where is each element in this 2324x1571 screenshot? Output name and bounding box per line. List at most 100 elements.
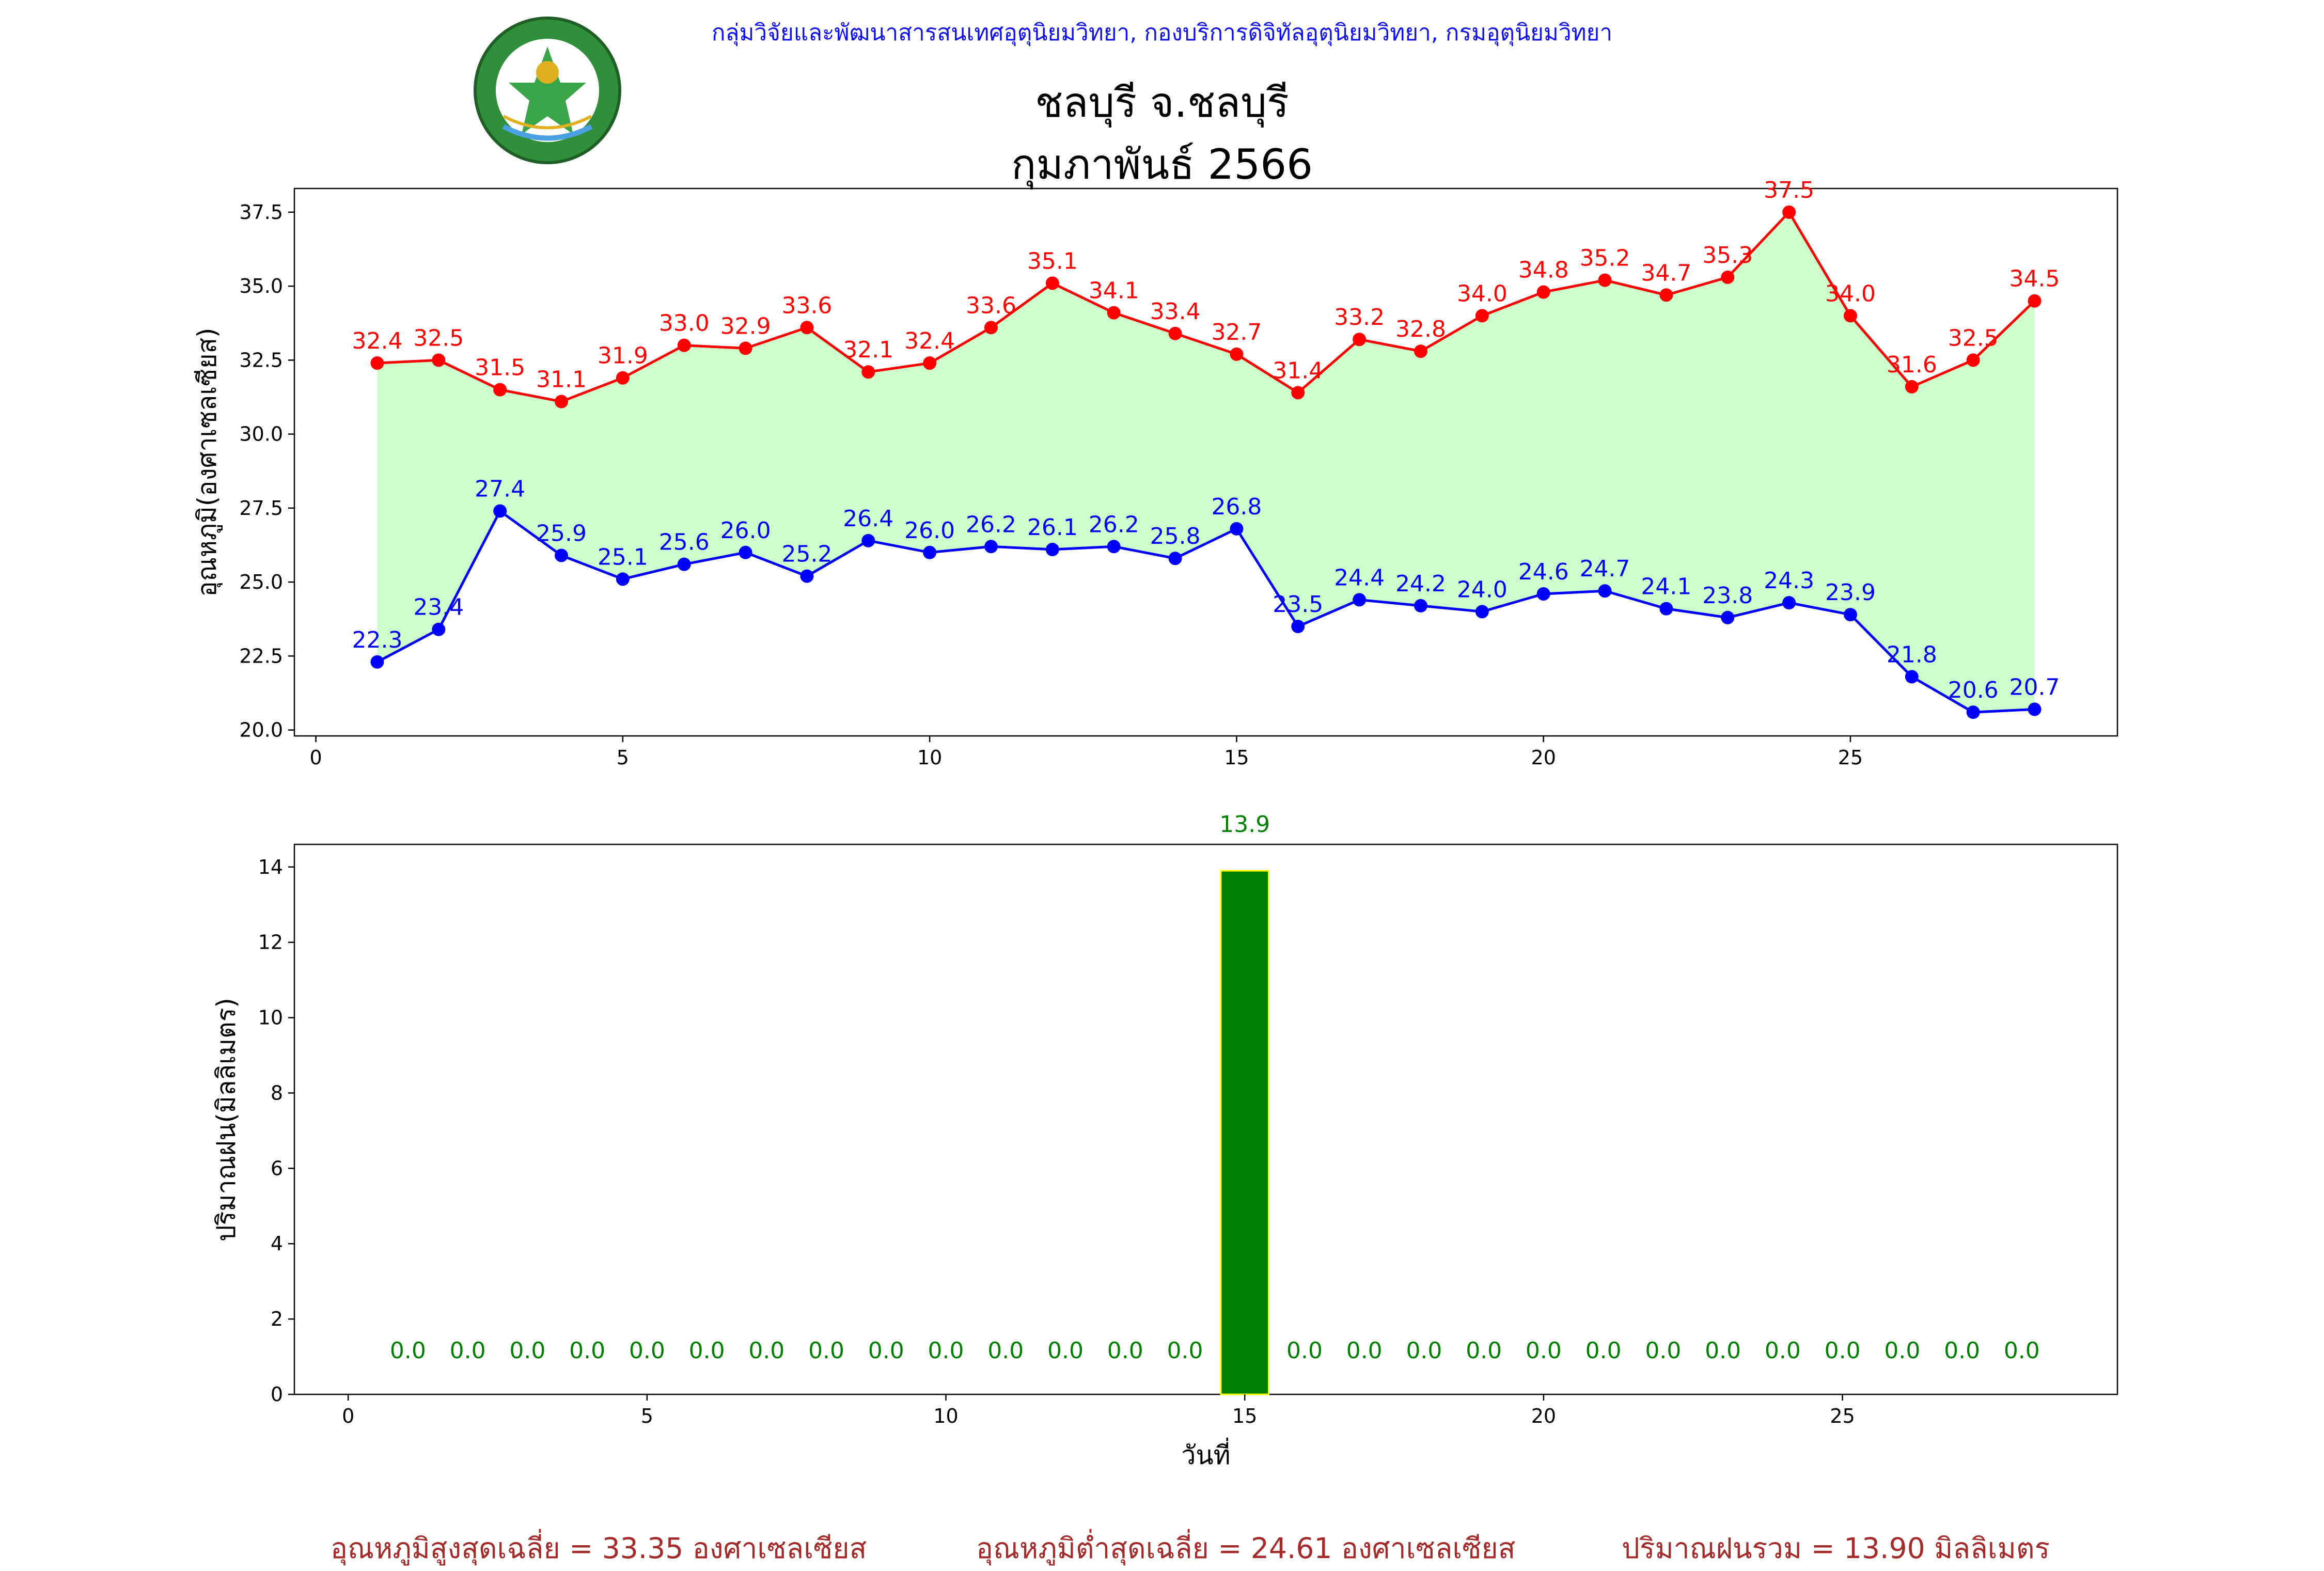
max-temp-data-label: 31.5 (475, 355, 525, 381)
min-temp-data-label: 25.6 (659, 529, 710, 556)
min-temp-data-label: 26.0 (904, 517, 955, 544)
x-tick-label: 0 (310, 746, 322, 769)
max-temp-point (1843, 309, 1857, 323)
min-temp-point (432, 622, 446, 636)
min-temp-line (376, 509, 2035, 714)
max-temp-data-label: 34.8 (1518, 257, 1569, 284)
max-temp-point (1782, 205, 1796, 219)
rainfall-data-label: 0.0 (450, 1338, 486, 1364)
rainfall-data-label: 0.0 (390, 1338, 426, 1364)
y-tick-label: 22.5 (239, 645, 283, 667)
min-temp-data-label: 26.2 (966, 511, 1016, 538)
max-temp-data-label: 33.4 (1150, 299, 1201, 325)
max-temp-point (493, 383, 507, 397)
rainfall-data-label: 0.0 (1765, 1338, 1801, 1364)
min-temp-data-label: 22.3 (352, 627, 402, 653)
rainfall-x-axis-label: วันที่ (1181, 1438, 1230, 1470)
min-temp-point (984, 540, 998, 554)
max-temp-data-label: 33.6 (781, 292, 832, 319)
max-temp-point (1475, 309, 1489, 323)
min-temp-data-label: 24.3 (1764, 568, 1814, 594)
rainfall-bar (1220, 870, 1270, 1395)
min-temp-point (1230, 522, 1244, 536)
temperature-plot-frame (293, 187, 2118, 737)
min-temp-data-label: 25.9 (536, 520, 587, 546)
min-temp-point (370, 655, 384, 669)
max-temp-point (1966, 353, 1980, 367)
min-temp-data-label: 26.2 (1089, 511, 1139, 538)
max-temp-point (370, 356, 384, 370)
max-temp-point (1045, 276, 1059, 290)
max-temp-data-label: 35.3 (1702, 242, 1753, 269)
rainfall-chart: 0.0 0.0 0.0 0.0 0.0 0.0 0.0 0.0 0.0 0.0 0.0 0.0 0.0 0… (211, 811, 2118, 1470)
max-temp-data-label: 32.5 (1948, 325, 1999, 351)
rainfall-y-axis-label: ปริมาณฝน(มิลลิเมตร) (211, 998, 241, 1242)
max-temp-point (2028, 294, 2042, 308)
min-temp-point (616, 572, 630, 586)
max-temp-point (861, 365, 875, 379)
max-temp-data-label: 31.6 (1887, 352, 1937, 378)
max-temp-data-label: 33.6 (966, 292, 1016, 319)
max-temp-data-label: 34.1 (1089, 278, 1139, 304)
max-temp-data-label: 32.1 (843, 337, 893, 363)
min-temp-point (493, 504, 507, 518)
max-temp-data-label: 32.7 (1211, 319, 1262, 345)
min-temp-point (2028, 702, 2042, 716)
min-temp-point (1168, 552, 1182, 565)
x-tick-label: 10 (917, 746, 942, 769)
rainfall-data-label: 0.0 (1705, 1338, 1741, 1364)
min-temp-point (1107, 540, 1121, 554)
min-temp-data-label: 26.8 (1211, 494, 1262, 520)
min-temp-point (1966, 705, 1980, 719)
max-temp-data-label: 37.5 (1764, 177, 1814, 203)
max-temp-point (1905, 380, 1919, 394)
y-tick-label: 4 (271, 1232, 283, 1255)
rainfall-data-label: 0.0 (1466, 1338, 1502, 1364)
x-tick-label: 25 (1830, 1405, 1855, 1427)
max-temp-data-label: 32.4 (904, 328, 955, 354)
rainfall-data-label: 0.0 (748, 1338, 784, 1364)
rainfall-data-label: 0.0 (1406, 1338, 1442, 1364)
max-temp-point (432, 353, 446, 367)
y-tick-label: 2 (271, 1308, 283, 1330)
max-temp-point (923, 356, 937, 370)
min-temp-point (800, 569, 814, 583)
rainfall-data-label: 0.0 (1944, 1338, 1980, 1364)
temperature-y-axis-label: อุณหภูมิ(องศาเซลเซียส) (192, 327, 223, 596)
rainfall-data-label: 0.0 (1047, 1338, 1084, 1364)
max-temp-data-label: 34.0 (1457, 280, 1508, 307)
max-temp-point (1230, 347, 1244, 361)
x-tick-label: 15 (1224, 746, 1249, 769)
x-tick-label: 0 (342, 1405, 354, 1427)
max-temp-point (1168, 326, 1182, 340)
total-rainfall: ปริมาณฝนรวม = 13.90 มิลลิเมตร (1622, 1532, 2050, 1565)
y-tick-label: 10 (258, 1007, 283, 1029)
station-title: ชลบุรี จ.ชลบุรี (1035, 78, 1289, 127)
min-temp-point (1353, 593, 1367, 607)
avg-max-temp: อุณหภูมิสูงสุดเฉลี่ย = 33.35 องศาเซลเซีย… (331, 1532, 867, 1565)
max-temp-point (1414, 344, 1427, 358)
rainfall-data-label: 0.0 (1585, 1338, 1622, 1364)
max-temp-point (800, 321, 814, 335)
min-temp-data-label: 26.1 (1027, 514, 1078, 541)
y-tick-label: 14 (258, 856, 283, 878)
rainfall-data-label: 0.0 (1286, 1338, 1323, 1364)
rainfall-bars: 0.0 0.0 0.0 0.0 0.0 0.0 0.0 0.0 0.0 0.0 0.0 0.0 0.0 0… (390, 811, 2040, 1395)
x-tick-label: 20 (1531, 746, 1556, 769)
max-temp-point (677, 338, 691, 352)
max-temp-line (377, 210, 2036, 403)
min-temp-data-label: 24.1 (1641, 574, 1691, 600)
temperature-x-axis: 0 5 10 15 20 25 (310, 736, 1863, 769)
min-temp-point (861, 533, 875, 547)
y-tick-label: 32.5 (239, 349, 283, 371)
max-temp-data-label: 32.4 (352, 328, 402, 354)
avg-min-temp: อุณหภูมิต่ำสุดเฉลี่ย = 24.61 องศาเซลเซีย… (976, 1532, 1516, 1565)
min-temp-data-label: 25.1 (598, 544, 648, 570)
min-temp-point (1475, 605, 1489, 619)
min-temp-point (1782, 596, 1796, 610)
rainfall-plot-frame (293, 843, 2118, 1395)
month-title: กุมภาพันธ์ 2566 (1011, 140, 1313, 188)
min-temp-point (1598, 584, 1612, 598)
max-temp-point (739, 341, 752, 355)
